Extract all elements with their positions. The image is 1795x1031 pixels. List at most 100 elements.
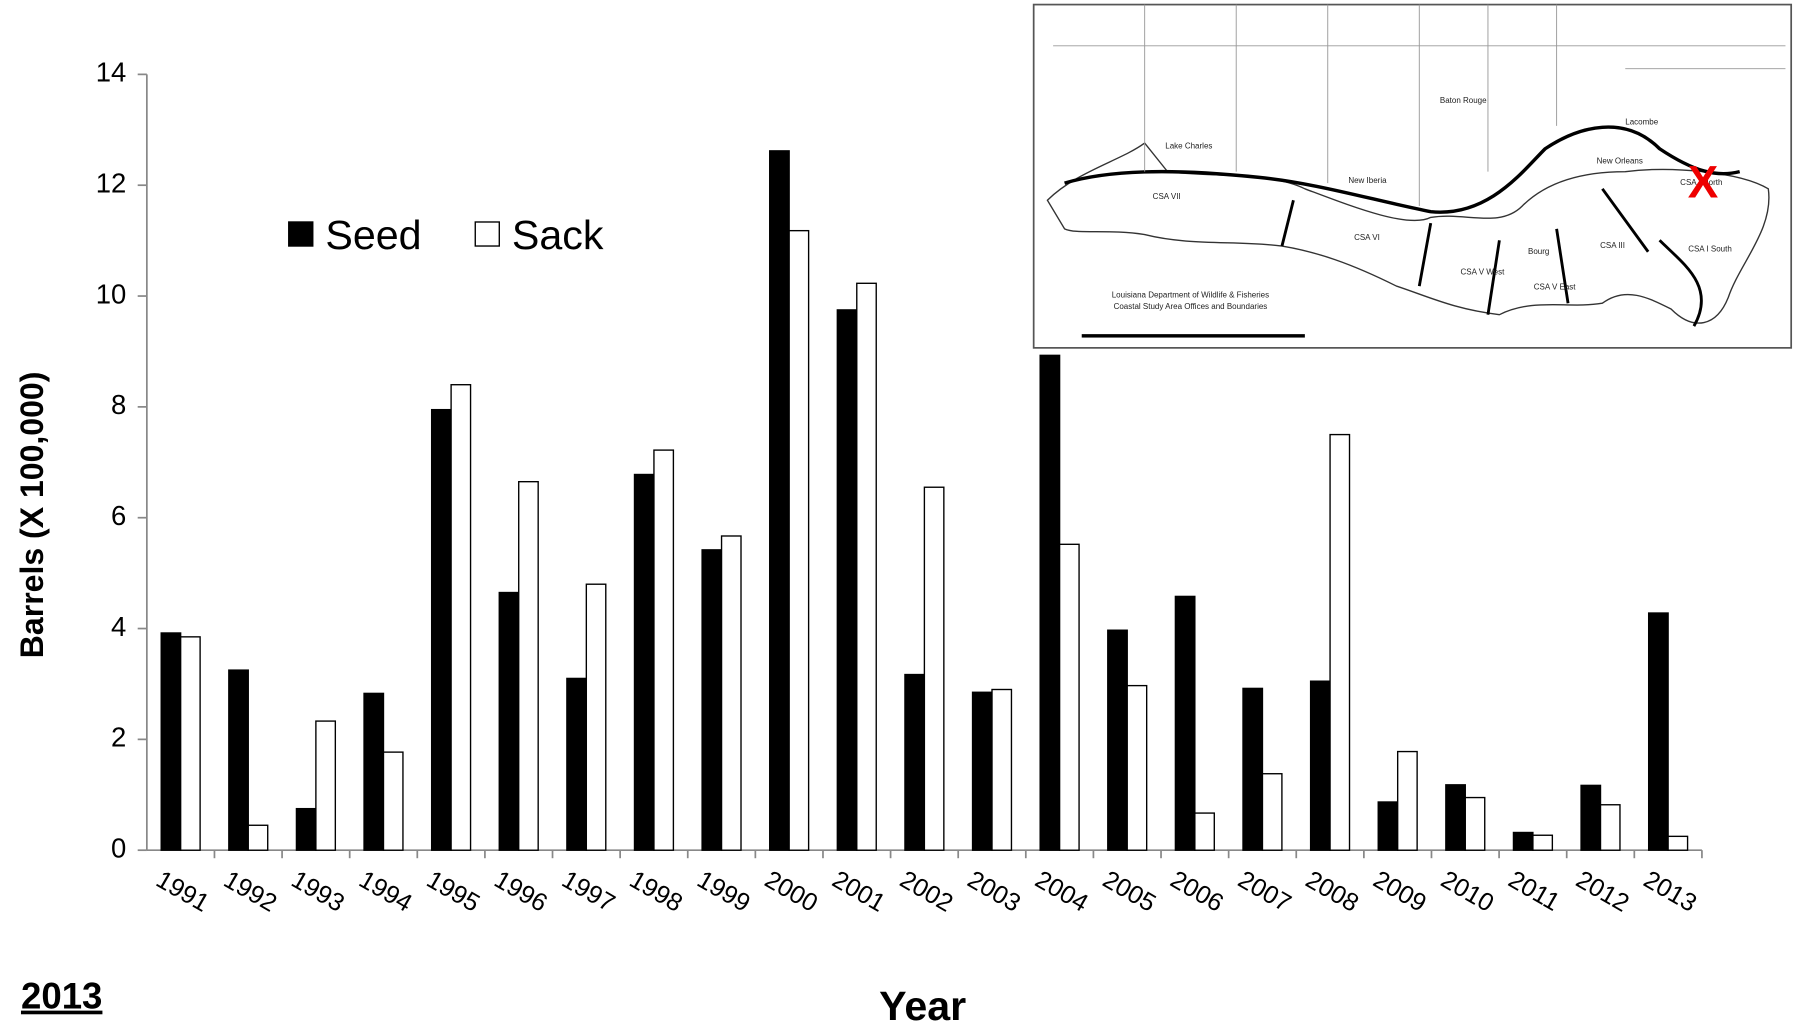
coastline — [1046, 142, 1770, 324]
bar — [971, 691, 993, 851]
bar — [923, 486, 945, 851]
x-tick-label: 2005 — [1098, 866, 1160, 918]
x-tick-label: 2004 — [1030, 866, 1092, 918]
map-label: CSA V West — [1460, 267, 1505, 276]
x-tick-label: 1997 — [557, 866, 619, 918]
x-tick-label: 2009 — [1368, 866, 1430, 918]
x-axis-label: Year — [879, 983, 966, 1029]
bar — [633, 473, 655, 851]
bar — [1396, 750, 1418, 851]
legend-label: Sack — [512, 212, 604, 258]
x-tick-label: 1996 — [490, 866, 552, 918]
x-tick-label: 1992 — [219, 866, 281, 918]
map-label: Bourg — [1528, 247, 1549, 256]
bar — [769, 150, 790, 851]
map-label: Lake Charles — [1165, 142, 1212, 151]
x-tick-label: 1999 — [692, 866, 754, 918]
bar — [1261, 773, 1283, 851]
map: Baton Rouge Lacombe Lake Charles New Iberia… — [1032, 3, 1793, 349]
map-label: CSA VI — [1354, 233, 1380, 242]
x-tick-label: 2007 — [1233, 866, 1295, 918]
y-tick-label: 6 — [111, 500, 126, 531]
x-tick-label: 1994 — [354, 866, 416, 918]
bar — [788, 229, 810, 851]
map-caption: Coastal Study Area Offices and Boundarie… — [1114, 302, 1268, 311]
x-tick-label: 2013 — [1639, 866, 1701, 918]
bar — [1194, 812, 1215, 851]
bar — [1039, 354, 1061, 851]
x-tick-label: 1998 — [625, 866, 687, 918]
y-axis-label: Barrels (X 100,000) — [14, 372, 50, 659]
bar — [566, 677, 588, 851]
bar — [904, 673, 926, 851]
legend-label: Seed — [325, 212, 421, 258]
bar — [1464, 796, 1486, 851]
map-label: New Orleans — [1597, 156, 1643, 165]
y-tick-label: 14 — [96, 57, 127, 88]
bar — [585, 583, 607, 851]
map-label: CSA I North — [1680, 178, 1722, 187]
bar — [1329, 433, 1351, 851]
bar — [991, 688, 1013, 851]
bar — [160, 632, 182, 851]
bar — [1599, 804, 1621, 851]
boundary — [1280, 187, 1703, 327]
y-tick-label: 12 — [96, 167, 127, 198]
bar — [653, 449, 675, 851]
bar — [1532, 834, 1554, 851]
map-label: New Iberia — [1348, 176, 1387, 185]
y-tick-label: 4 — [111, 611, 126, 642]
bar — [1309, 680, 1331, 851]
bar — [315, 720, 337, 851]
bar — [836, 309, 858, 851]
bar — [1377, 801, 1399, 851]
bar — [179, 636, 201, 851]
x-tick-label: 1995 — [422, 866, 484, 918]
scale-bar — [1081, 334, 1305, 338]
bar — [1445, 784, 1466, 851]
legend-swatch — [474, 221, 500, 247]
bar — [363, 692, 385, 851]
bar — [228, 669, 249, 851]
bar — [1667, 835, 1689, 851]
x-tick-label: 2011 — [1504, 866, 1565, 917]
bar — [1058, 543, 1080, 851]
bar — [1580, 784, 1602, 851]
x-tick-label: 2006 — [1166, 866, 1228, 918]
y-tick-label: 8 — [111, 389, 126, 420]
bar — [430, 408, 452, 851]
legend-swatch — [288, 221, 314, 247]
bar — [498, 591, 520, 851]
bar — [856, 282, 877, 851]
map-label: Lacombe — [1625, 118, 1658, 127]
map-caption: Louisiana Department of Wildlife & Fishe… — [1112, 290, 1269, 299]
bar — [701, 549, 723, 851]
bar — [720, 535, 742, 851]
map-frame — [1032, 3, 1793, 349]
x-tick-label: 1993 — [287, 866, 349, 918]
bar — [1174, 595, 1196, 851]
y-tick-label: 10 — [96, 278, 127, 309]
bar — [382, 751, 404, 851]
bar — [1512, 831, 1534, 851]
bar — [518, 480, 539, 851]
map-label: CSA VII — [1153, 192, 1181, 201]
bar — [450, 384, 472, 851]
map-label: CSA I South — [1688, 245, 1732, 254]
map-label: CSA V East — [1534, 282, 1577, 291]
x-tick-label: 2002 — [895, 866, 957, 918]
x-tick-label: 2000 — [760, 866, 822, 918]
note: 2013 — [21, 976, 102, 1017]
x-tick-label: 2008 — [1301, 866, 1363, 918]
x-tick-label: 2012 — [1571, 866, 1633, 918]
bar — [1126, 684, 1148, 851]
y-tick-label: 0 — [111, 832, 126, 863]
map-label: CSA III — [1600, 241, 1625, 250]
bar — [1647, 612, 1669, 851]
map-label: Baton Rouge — [1440, 96, 1487, 105]
x-tick-label: 2001 — [828, 866, 890, 918]
parish-lines — [1053, 4, 1786, 206]
bar — [1242, 687, 1264, 851]
y-tick-label: 2 — [111, 722, 126, 753]
boundary — [1064, 125, 1741, 214]
